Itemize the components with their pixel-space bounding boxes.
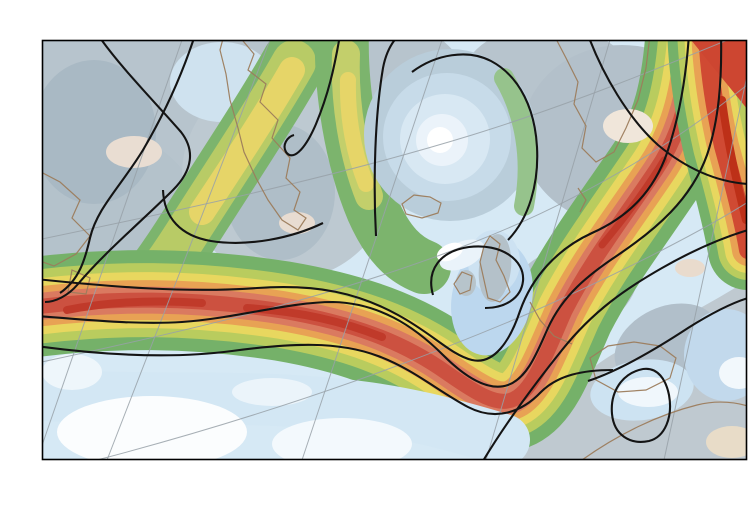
map-frame bbox=[41, 39, 748, 461]
closed-circulation bbox=[364, 49, 536, 221]
graticule bbox=[42, 40, 747, 460]
jet-stream-band bbox=[42, 40, 747, 452]
contour-lines bbox=[42, 40, 747, 460]
